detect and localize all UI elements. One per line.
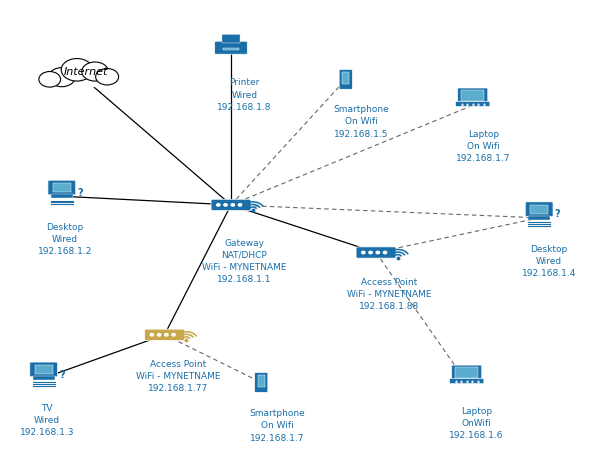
FancyBboxPatch shape [449,379,484,384]
Circle shape [376,251,379,254]
Circle shape [362,251,365,254]
FancyBboxPatch shape [35,365,53,374]
FancyBboxPatch shape [30,362,58,377]
FancyBboxPatch shape [257,375,265,387]
Circle shape [369,251,372,254]
FancyBboxPatch shape [452,365,482,380]
FancyBboxPatch shape [48,180,76,195]
Circle shape [224,204,227,206]
Text: Gateway
NAT/DHCP
WiFi - MYNETNAME
192.168.1.1: Gateway NAT/DHCP WiFi - MYNETNAME 192.16… [202,239,287,284]
Circle shape [164,334,168,336]
Text: ?: ? [78,188,83,198]
Text: Smartphone
On Wifi
192.168.1.7: Smartphone On Wifi 192.168.1.7 [249,409,305,443]
Text: TV
Wired
192.168.1.3: TV Wired 192.168.1.3 [19,404,74,437]
FancyBboxPatch shape [455,101,490,106]
Text: ?: ? [59,370,65,379]
Text: Internet: Internet [64,66,108,76]
Circle shape [231,204,234,206]
Text: Desktop
Wired
192.168.1.4: Desktop Wired 192.168.1.4 [521,245,576,278]
Text: Printer
Wired
192.168.1.8: Printer Wired 192.168.1.8 [217,79,271,112]
FancyBboxPatch shape [342,72,350,84]
Text: Laptop
OnWifi
192.168.1.6: Laptop OnWifi 192.168.1.6 [449,407,504,440]
Circle shape [96,69,118,85]
Circle shape [39,71,61,87]
FancyBboxPatch shape [339,69,353,89]
FancyBboxPatch shape [461,90,484,101]
Circle shape [172,334,175,336]
FancyBboxPatch shape [455,367,478,378]
FancyBboxPatch shape [525,202,553,216]
FancyBboxPatch shape [356,247,396,258]
Circle shape [239,204,242,206]
FancyBboxPatch shape [215,41,247,54]
Circle shape [82,62,108,81]
FancyBboxPatch shape [33,376,55,380]
FancyBboxPatch shape [211,199,251,211]
FancyBboxPatch shape [144,329,185,340]
Circle shape [61,58,93,81]
FancyBboxPatch shape [222,34,240,43]
FancyBboxPatch shape [528,216,550,220]
FancyBboxPatch shape [254,373,268,392]
Circle shape [157,334,161,336]
FancyBboxPatch shape [39,76,114,86]
Circle shape [217,204,220,206]
Circle shape [150,334,154,336]
FancyBboxPatch shape [53,183,71,192]
Circle shape [384,251,387,254]
FancyBboxPatch shape [530,205,548,214]
Text: Access Point
WiFi - MYNETNAME
192.168.1.77: Access Point WiFi - MYNETNAME 192.168.1.… [135,360,220,393]
FancyBboxPatch shape [458,88,488,103]
Text: ?: ? [555,209,560,220]
Text: Desktop
Wired
192.168.1.2: Desktop Wired 192.168.1.2 [38,223,92,256]
Text: Laptop
On Wifi
192.168.1.7: Laptop On Wifi 192.168.1.7 [456,130,511,163]
Circle shape [49,68,75,87]
Text: Smartphone
On Wifi
192.168.1.5: Smartphone On Wifi 192.168.1.5 [334,106,389,139]
Text: Access Point
WiFi - MYNETNAME
192.168.1.88: Access Point WiFi - MYNETNAME 192.168.1.… [347,277,432,311]
FancyBboxPatch shape [223,48,239,50]
FancyBboxPatch shape [51,194,73,198]
